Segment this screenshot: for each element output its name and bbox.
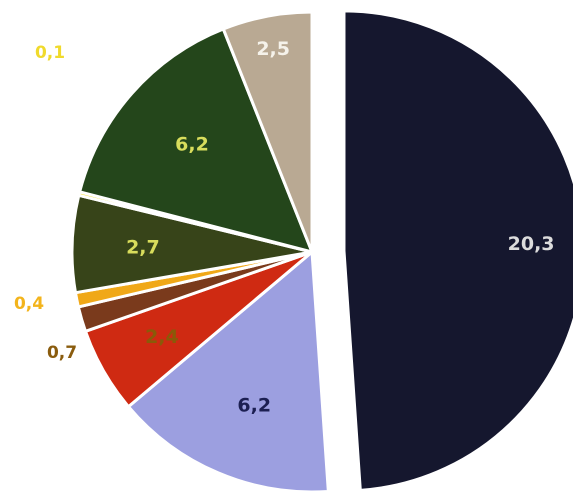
pie-data-label-red: 2,4 [145,326,179,348]
pie-slice-tan [221,10,314,254]
pie-data-label-darkgreen: 6,2 [175,133,209,155]
pie-data-label-tan: 2,5 [256,38,290,60]
pie-data-label-yellow: 0,1 [35,43,65,63]
pie-slice-lavender [126,250,330,493]
pie-data-label-olive: 2,7 [126,237,160,259]
pie-data-label-navy: 20,3 [508,233,555,255]
pie-data-label-lavender: 6,2 [237,395,271,417]
pie-data-label-brown: 0,7 [47,343,77,363]
pie-slice-darkgreen [78,27,314,254]
pie-labels: 20,3 6,2 2,4 0,7 0,4 2,7 0,1 6,2 2,5 [14,38,555,417]
pie-data-label-orange: 0,4 [14,294,44,314]
pie-slices [70,9,573,493]
pie-slice-navy [342,9,573,492]
